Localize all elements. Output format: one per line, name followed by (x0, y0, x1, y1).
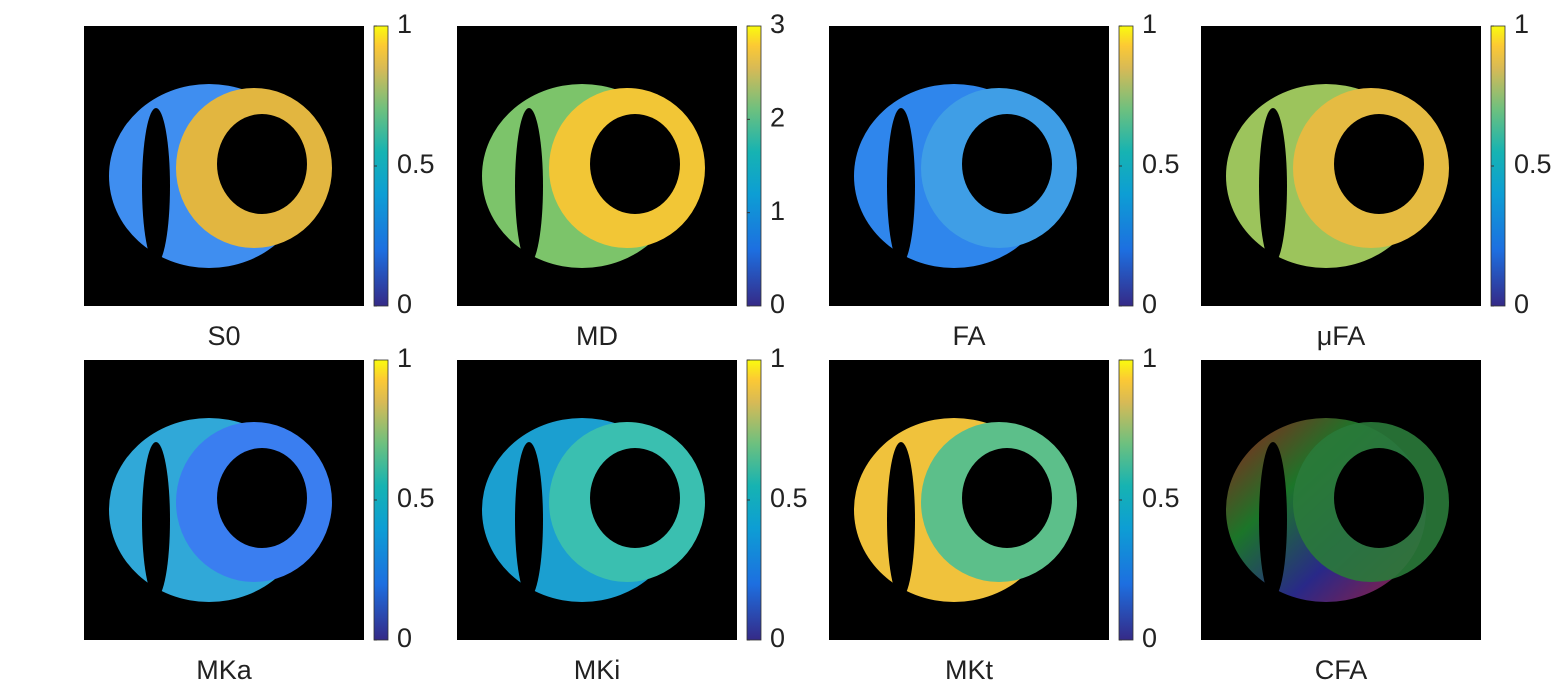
colorbar-tick-label: 1 (1514, 9, 1529, 39)
lv-cavity (590, 448, 680, 548)
lv-cavity (962, 448, 1052, 548)
colorbar-tick-label: 0 (397, 623, 412, 653)
colorbar-tick-label: 0 (1514, 289, 1529, 319)
colorbar-tick-label: 1 (770, 196, 785, 226)
lv-cavity (217, 114, 307, 214)
panel: 00.51 (1201, 9, 1552, 319)
panel (1201, 360, 1481, 640)
panel-title: MD (576, 321, 618, 351)
colorbar-tick-label: 0.5 (1514, 149, 1552, 179)
panel: 00.51 (829, 9, 1180, 319)
rv-cavity (887, 108, 915, 264)
rv-cavity (515, 108, 543, 264)
panel-title: S0 (207, 321, 240, 351)
colorbar-tick-label: 0 (770, 623, 785, 653)
panel: 00.51 (84, 343, 435, 653)
colorbar-tick-label: 0 (1142, 623, 1157, 653)
colorbar-tick-label: 0 (1142, 289, 1157, 319)
colorbar-tick-label: 0.5 (1142, 483, 1180, 513)
panel-title: MKa (196, 655, 253, 685)
colorbar-tick-label: 1 (397, 343, 412, 373)
colorbar-tick-label: 0 (397, 289, 412, 319)
colorbar-tick-label: 3 (770, 9, 785, 39)
colorbar-tick-label: 0.5 (397, 483, 435, 513)
colorbar-tick-label: 1 (1142, 9, 1157, 39)
panel: 00.51 (457, 343, 808, 653)
lv-cavity (217, 448, 307, 548)
panel: 00.51 (829, 343, 1180, 653)
panel: 0 1 2 3 (457, 9, 785, 319)
panel-title: MKt (945, 655, 994, 685)
panel-title: MKi (574, 655, 621, 685)
rv-cavity (142, 442, 170, 598)
panel-title: CFA (1315, 655, 1368, 685)
rv-cavity (1259, 108, 1287, 264)
colorbar-tick-label: 1 (1142, 343, 1157, 373)
lv-cavity (590, 114, 680, 214)
rv-cavity (887, 442, 915, 598)
lv-cavity (962, 114, 1052, 214)
colorbar-tick-label: 0.5 (397, 149, 435, 179)
colorbar-tick-label: 0.5 (1142, 149, 1180, 179)
colorbar-tick-label: 1 (397, 9, 412, 39)
rv-cavity (515, 442, 543, 598)
colorbar-tick-label: 2 (770, 102, 785, 132)
rv-cavity (142, 108, 170, 264)
lv-cavity (1334, 448, 1424, 548)
panel: 00.51 (84, 9, 435, 319)
rv-cavity (1259, 442, 1287, 598)
colorbar-tick-label: 0 (770, 289, 785, 319)
panel-title: μFA (1317, 321, 1366, 351)
colorbar (746, 25, 762, 307)
panel-title: FA (952, 321, 985, 351)
colorbar-tick-label: 0.5 (770, 483, 808, 513)
lv-cavity (1334, 114, 1424, 214)
colorbar-tick-label: 1 (770, 343, 785, 373)
